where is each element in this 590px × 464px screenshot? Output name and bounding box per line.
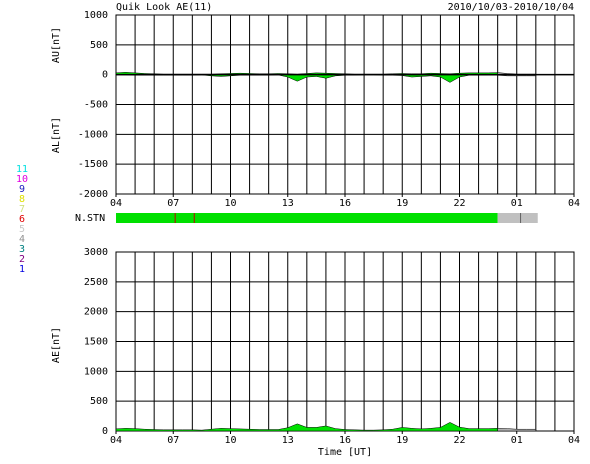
x-tick-label: 04: [110, 435, 122, 446]
nstn-segment: [497, 213, 538, 223]
y-tick-label: 500: [90, 40, 108, 51]
x-tick-label: 04: [568, 198, 580, 209]
x-tick-label: 07: [167, 198, 179, 209]
station-number: 7: [19, 204, 25, 215]
x-tick-label: 07: [167, 435, 179, 446]
x-tick-label: 13: [282, 198, 294, 209]
y-tick-label: 0: [102, 426, 108, 437]
area: [497, 428, 537, 432]
y-tick-label: 1500: [84, 337, 108, 348]
y-tick-label: 2000: [84, 307, 108, 318]
period: 2010/10/03-2010/10/04: [448, 2, 574, 13]
y-axis-label: AE[nT]: [51, 327, 62, 363]
x-tick-label: 13: [282, 435, 294, 446]
station-number: 1: [19, 264, 25, 275]
y-tick-label: -1500: [78, 159, 108, 170]
y-tick-label: 500: [90, 396, 108, 407]
station-number: 6: [19, 214, 25, 225]
x-tick-label: 04: [568, 435, 580, 446]
x-tick-label: 19: [396, 435, 408, 446]
x-tick-label: 19: [396, 198, 408, 209]
title: Quik Look AE(11): [116, 2, 212, 13]
station-number: 10: [16, 174, 28, 185]
nstn-segment: [116, 213, 498, 223]
area: [115, 422, 498, 432]
y-tick-label: 2500: [84, 277, 108, 288]
x-tick-label: 01: [511, 198, 523, 209]
station-number: 3: [19, 244, 25, 255]
y-tick-label: 1000: [84, 10, 108, 21]
station-number: 2: [19, 254, 25, 265]
x-tick-label: 10: [224, 435, 236, 446]
y-axis-label: AL[nT]: [51, 117, 62, 153]
x-tick-label: 10: [224, 198, 236, 209]
x-axis-label: Time [UT]: [318, 447, 372, 458]
x-tick-label: 01: [511, 435, 523, 446]
nstn-label: N.STN: [75, 213, 105, 224]
y-tick-label: 3000: [84, 247, 108, 258]
y-tick-label: 1000: [84, 366, 108, 377]
station-number: 8: [19, 194, 25, 205]
station-number: 9: [19, 184, 25, 195]
y-axis-label: AU[nT]: [51, 27, 62, 63]
station-number: 4: [19, 234, 25, 245]
x-tick-label: 22: [453, 435, 465, 446]
x-tick-label: 16: [339, 198, 351, 209]
station-number: 5: [19, 224, 25, 235]
y-tick-label: 0: [102, 70, 108, 81]
x-tick-label: 22: [453, 198, 465, 209]
x-tick-label: 16: [339, 435, 351, 446]
station-number: 11: [16, 164, 28, 175]
y-tick-label: -2000: [78, 189, 108, 200]
x-tick-label: 04: [110, 198, 122, 209]
y-tick-label: -500: [84, 100, 108, 111]
y-tick-label: -1000: [78, 129, 108, 140]
